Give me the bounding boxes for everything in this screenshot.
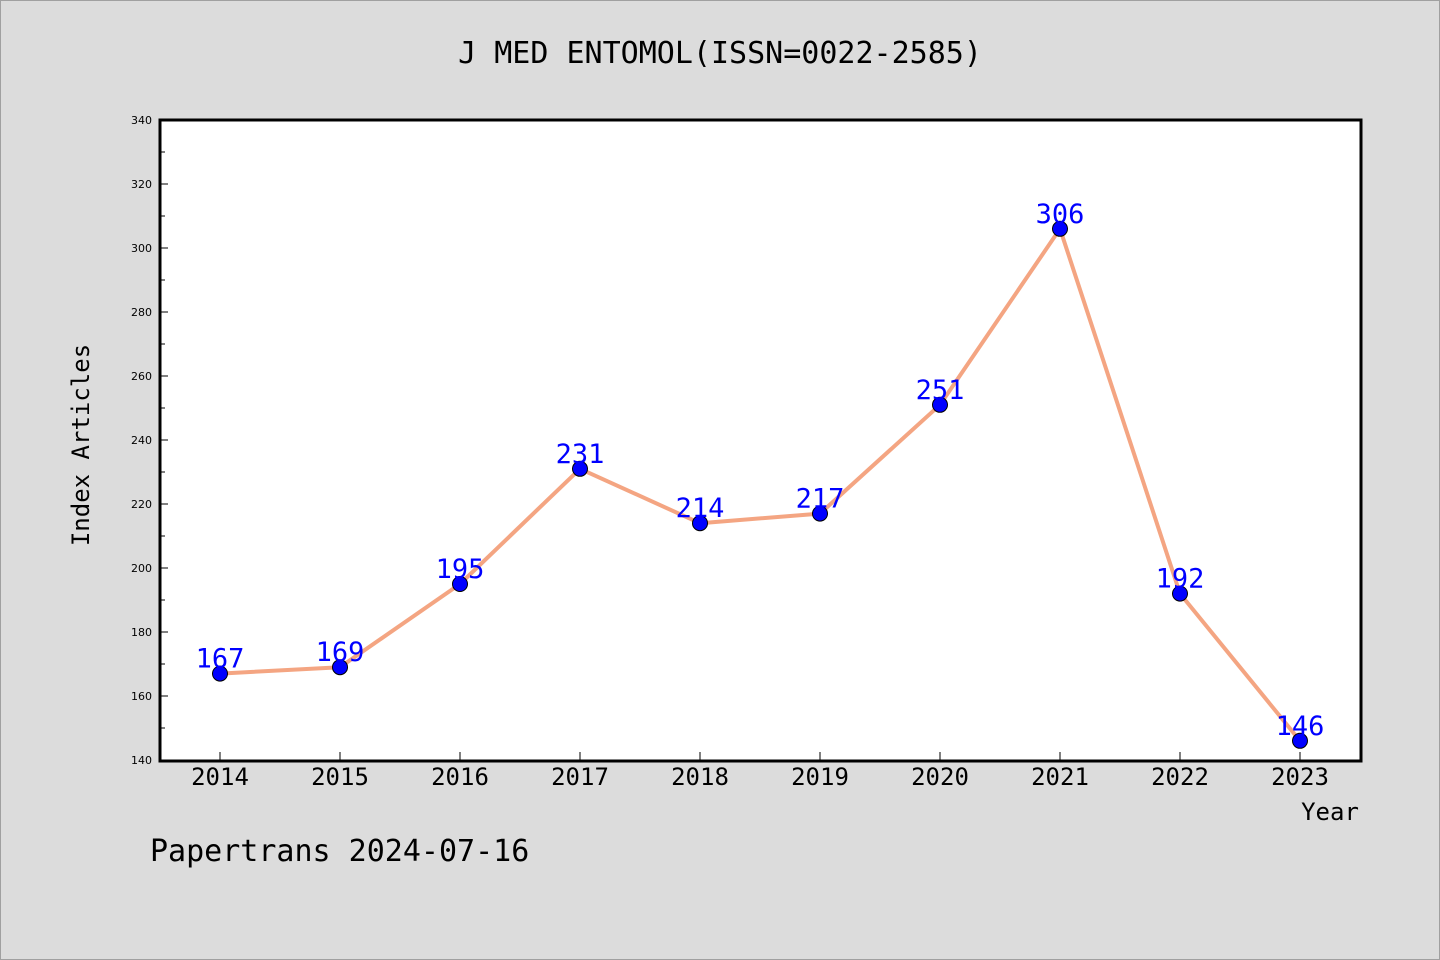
data-label: 217 bbox=[796, 484, 845, 515]
data-point bbox=[572, 460, 588, 477]
x-tick-label: 2014 bbox=[191, 763, 249, 791]
y-tick-label: 260 bbox=[131, 370, 152, 383]
x-tick-label: 2019 bbox=[791, 763, 849, 791]
data-point bbox=[692, 515, 708, 532]
y-axis-ticks: 140 160 180 200 220 240 260 280 300 320 340 bbox=[131, 114, 168, 767]
x-axis-ticks: 2014 2015 2016 2017 2018 2019 2020 2021 2022 2023 bbox=[191, 752, 1329, 791]
data-label: 167 bbox=[196, 644, 245, 675]
x-tick-label: 2017 bbox=[551, 763, 609, 791]
data-label: 251 bbox=[916, 375, 965, 406]
chart-title: J MED ENTOMOL(ISSN=0022-2585) bbox=[458, 36, 982, 71]
x-tick-label: 2021 bbox=[1031, 763, 1089, 791]
x-tick-label: 2018 bbox=[671, 763, 729, 791]
data-label: 169 bbox=[316, 637, 365, 668]
x-tick-label: 2016 bbox=[431, 763, 489, 791]
data-point bbox=[212, 665, 228, 682]
footer-credit: Papertrans 2024-07-16 bbox=[150, 834, 530, 869]
data-label: 146 bbox=[1276, 711, 1325, 742]
y-tick-label: 240 bbox=[131, 434, 152, 447]
data-point bbox=[932, 396, 948, 413]
series-line bbox=[219, 226, 1302, 743]
y-tick-label: 280 bbox=[131, 306, 152, 319]
data-label: 231 bbox=[556, 439, 605, 470]
data-point bbox=[1292, 732, 1308, 749]
y-tick-label: 300 bbox=[131, 242, 152, 255]
series-layer: 167 169 195 231 214 217 251 306 192 146 bbox=[196, 199, 1325, 749]
y-tick-label: 140 bbox=[131, 754, 152, 767]
y-tick-label: 320 bbox=[131, 178, 152, 191]
data-point bbox=[812, 505, 828, 522]
y-tick-label: 180 bbox=[131, 626, 152, 639]
data-label: 306 bbox=[1036, 199, 1085, 230]
x-tick-label: 2020 bbox=[911, 763, 969, 791]
data-point bbox=[1052, 220, 1068, 237]
x-axis-label: Year bbox=[1301, 798, 1359, 826]
x-tick-label: 2022 bbox=[1151, 763, 1209, 791]
y-tick-label: 340 bbox=[131, 114, 152, 127]
data-label: 214 bbox=[676, 493, 725, 524]
x-tick-label: 2015 bbox=[311, 763, 369, 791]
data-point bbox=[452, 576, 468, 592]
data-label: 195 bbox=[436, 554, 485, 585]
y-axis-label: Index Articles bbox=[67, 344, 95, 546]
data-label: 192 bbox=[1156, 564, 1205, 595]
y-tick-label: 200 bbox=[131, 562, 152, 575]
y-tick-label: 160 bbox=[131, 690, 152, 703]
data-point bbox=[1172, 585, 1188, 602]
y-tick-label: 220 bbox=[131, 498, 152, 511]
data-point bbox=[332, 659, 348, 676]
x-tick-label: 2023 bbox=[1271, 763, 1329, 791]
